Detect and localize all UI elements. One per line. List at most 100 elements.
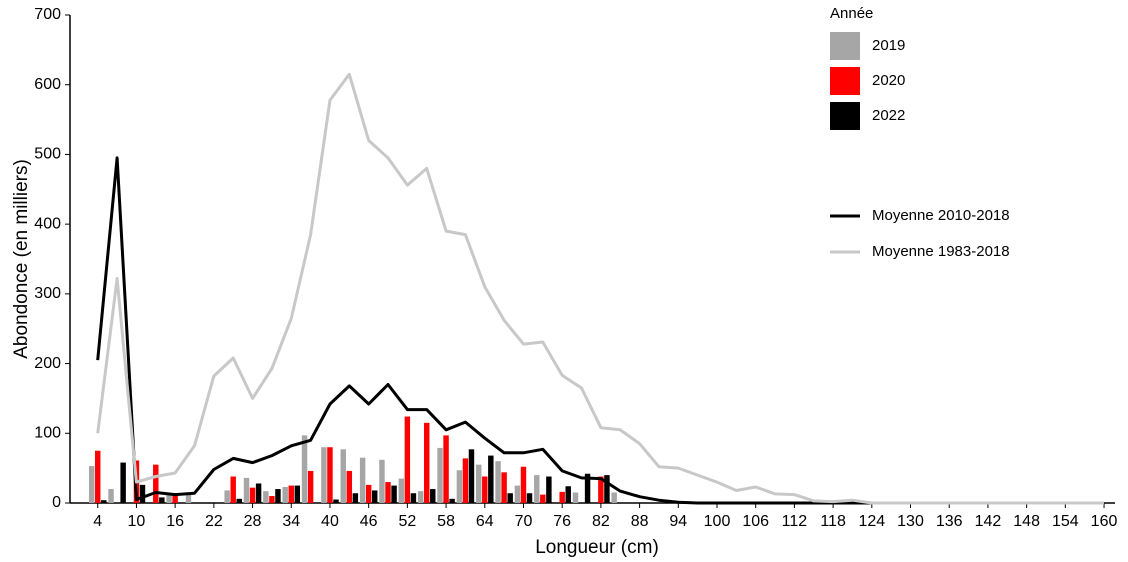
bar	[108, 489, 114, 503]
bar	[185, 494, 192, 503]
legend-swatch	[830, 67, 860, 95]
bar	[526, 493, 533, 503]
bar	[456, 470, 463, 503]
bar	[468, 449, 475, 503]
bar	[352, 493, 359, 503]
x-tick-label: 88	[631, 513, 649, 530]
x-tick-label: 148	[1013, 513, 1040, 530]
bar	[249, 487, 256, 503]
y-tick-label: 400	[34, 215, 61, 232]
bar	[255, 483, 262, 503]
bar	[379, 459, 385, 503]
x-tick-label: 16	[166, 513, 184, 530]
x-tick-label: 22	[205, 513, 223, 530]
line	[96, 72, 1104, 505]
bar	[611, 492, 617, 503]
bar	[559, 491, 565, 503]
bar	[275, 489, 281, 503]
bar	[572, 492, 579, 503]
bar	[417, 491, 424, 503]
bar	[172, 494, 178, 503]
bar	[443, 435, 449, 503]
bar	[371, 490, 378, 503]
x-tick-label: 82	[592, 513, 610, 530]
x-tick-label: 46	[360, 513, 378, 530]
x-tick-label: 70	[515, 513, 533, 530]
x-tick-label: 58	[437, 513, 455, 530]
x-tick-label: 154	[1052, 513, 1079, 530]
y-tick-label: 600	[34, 76, 61, 93]
bar	[327, 447, 333, 503]
x-tick-label: 112	[782, 513, 808, 530]
bar	[391, 485, 397, 503]
legend-label: 2022	[872, 107, 905, 124]
x-tick-label: 124	[858, 513, 885, 530]
bar	[333, 499, 339, 503]
bar	[507, 493, 513, 503]
legend-label: 2019	[872, 37, 905, 54]
bar	[423, 422, 430, 503]
x-tick-label: 100	[704, 513, 731, 530]
bar	[482, 476, 488, 503]
bar	[520, 466, 527, 503]
bar	[534, 475, 540, 503]
legend-label: Moyenne 1983-2018	[872, 243, 1010, 260]
bar	[514, 485, 521, 503]
bar	[365, 484, 372, 503]
bar	[95, 450, 101, 503]
x-tick-label: 10	[128, 513, 146, 530]
y-tick-label: 700	[34, 6, 61, 23]
bar	[501, 472, 507, 503]
bar	[153, 464, 159, 503]
y-tick-label: 500	[34, 146, 61, 163]
x-axis-label: Longueur (cm)	[535, 537, 659, 558]
y-tick-label: 300	[34, 285, 61, 302]
legend-label: 2020	[872, 72, 905, 89]
x-tick-label: 160	[1091, 513, 1118, 530]
bar	[584, 473, 591, 503]
bar	[340, 449, 346, 503]
x-tick-label: 136	[936, 513, 963, 530]
bar	[462, 458, 469, 503]
bar	[488, 455, 494, 503]
y-tick-label: 100	[34, 425, 61, 442]
x-tick-label: 28	[244, 513, 262, 530]
x-tick-label: 40	[321, 513, 339, 530]
bar	[243, 477, 250, 503]
bar	[449, 498, 455, 503]
bar	[495, 461, 501, 503]
bar	[321, 447, 327, 503]
bar	[294, 485, 301, 503]
bar	[282, 486, 288, 503]
bar	[540, 494, 546, 503]
bar	[224, 490, 230, 503]
bar	[359, 457, 366, 503]
x-tick-label: 4	[93, 513, 102, 530]
x-tick-label: 76	[553, 513, 571, 530]
bar	[398, 478, 405, 503]
bar	[159, 497, 165, 503]
y-tick-label: 0	[52, 494, 61, 511]
bar	[476, 464, 482, 503]
bar	[288, 485, 294, 503]
bar	[385, 482, 391, 503]
bar	[263, 491, 269, 503]
y-tick-label: 200	[34, 355, 61, 372]
x-tick-label: 52	[398, 513, 416, 530]
y-axis-label: Abondonce (en milliers)	[11, 159, 32, 359]
bar	[546, 476, 552, 503]
legend-title: Année	[830, 5, 873, 22]
bar	[346, 470, 353, 503]
bar	[120, 462, 126, 503]
legend-label: Moyenne 2010-2018	[872, 207, 1010, 224]
bar	[301, 435, 308, 503]
bar	[565, 486, 571, 503]
bar	[139, 484, 146, 503]
legend-swatch	[830, 102, 860, 130]
bar	[236, 498, 242, 503]
bar	[307, 470, 314, 503]
bar	[404, 416, 411, 503]
bar	[166, 494, 172, 503]
bar	[269, 496, 275, 503]
